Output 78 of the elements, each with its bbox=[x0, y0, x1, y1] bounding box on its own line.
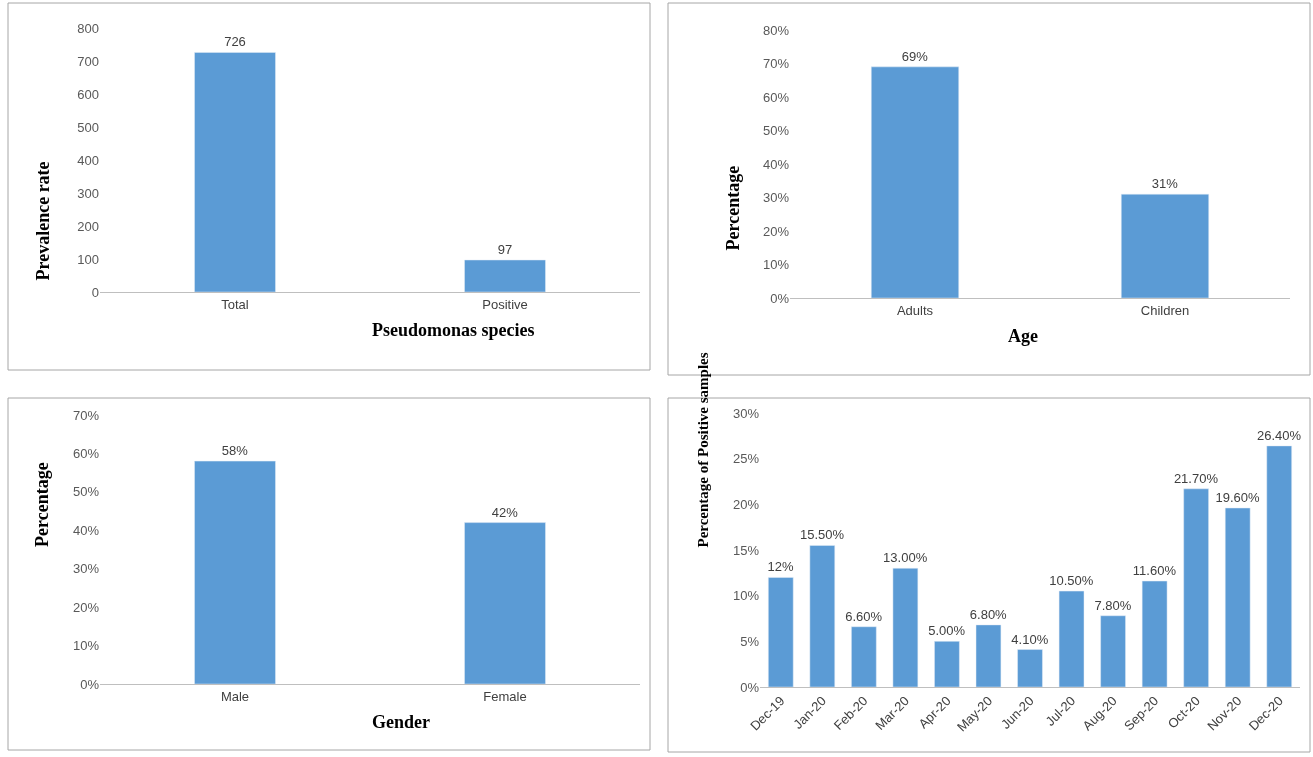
data-label: 58% bbox=[221, 443, 249, 459]
y-tick-label: 80% bbox=[762, 22, 790, 38]
bar bbox=[809, 545, 836, 687]
bar bbox=[1224, 507, 1251, 687]
y-tick-label: 0% bbox=[770, 290, 790, 306]
y-tick-label: 30% bbox=[762, 190, 790, 206]
y-tick-label: 600 bbox=[77, 86, 99, 102]
x-tick-label: Male bbox=[220, 688, 250, 704]
bar bbox=[1266, 445, 1292, 687]
y-axis-title: Percentage bbox=[722, 165, 743, 251]
data-label: 5.00% bbox=[928, 623, 966, 639]
y-axis-title: Percentage bbox=[32, 462, 52, 547]
bar bbox=[1141, 580, 1168, 687]
bar bbox=[892, 568, 919, 687]
y-tick-label: 20% bbox=[732, 496, 760, 512]
y-tick-label: 60% bbox=[762, 89, 790, 105]
data-label: 12% bbox=[767, 559, 794, 575]
data-label: 69% bbox=[901, 48, 929, 64]
x-tick-label: Total bbox=[221, 296, 249, 312]
data-label: 31% bbox=[1151, 176, 1179, 192]
data-label: 26.40% bbox=[1256, 427, 1302, 443]
y-tick-label: 20% bbox=[72, 599, 100, 615]
y-tick-label: 50% bbox=[762, 123, 790, 139]
y-tick-label: 800 bbox=[77, 20, 99, 36]
bar bbox=[1017, 649, 1043, 687]
bar bbox=[1183, 488, 1209, 687]
y-tick-label: 70% bbox=[72, 407, 100, 423]
y-tick-label: 400 bbox=[77, 152, 99, 168]
y-tick-label: 200 bbox=[77, 218, 99, 234]
data-label: 10.50% bbox=[1049, 573, 1094, 589]
x-tick-label: Adults bbox=[896, 302, 934, 318]
y-tick-label: 100 bbox=[77, 251, 99, 267]
bar bbox=[1100, 615, 1126, 687]
y-tick-label: 10% bbox=[732, 588, 760, 604]
y-tick-label: 0% bbox=[80, 676, 100, 692]
y-tick-label: 30% bbox=[732, 405, 760, 421]
y-tick-label: 20% bbox=[762, 223, 790, 239]
bar bbox=[768, 577, 794, 687]
y-tick-label: 5% bbox=[740, 633, 760, 649]
y-tick-label: 10% bbox=[72, 638, 100, 654]
y-tick-label: 40% bbox=[72, 522, 100, 538]
data-label: 726 bbox=[224, 34, 246, 50]
y-tick-label: 500 bbox=[77, 119, 99, 135]
y-tick-label: 15% bbox=[732, 542, 760, 558]
data-label: 6.60% bbox=[845, 608, 883, 624]
y-tick-label: 70% bbox=[762, 56, 790, 72]
data-label: 4.10% bbox=[1011, 631, 1049, 647]
data-label: 19.60% bbox=[1215, 489, 1260, 505]
data-label: 21.70% bbox=[1173, 470, 1219, 486]
data-label: 97 bbox=[497, 241, 513, 257]
y-tick-label: 10% bbox=[762, 257, 790, 273]
data-label: 11.60% bbox=[1132, 563, 1177, 579]
y-tick-label: 25% bbox=[732, 451, 760, 467]
bar bbox=[934, 641, 960, 687]
data-label: 42% bbox=[491, 504, 519, 520]
y-axis-title: Percentage of Positive samples bbox=[694, 352, 711, 548]
bar bbox=[1058, 590, 1085, 687]
x-tick-label: Female bbox=[483, 688, 527, 704]
y-tick-label: 50% bbox=[72, 484, 100, 500]
y-tick-label: 300 bbox=[77, 185, 99, 201]
y-tick-label: 700 bbox=[77, 53, 99, 69]
data-label: 6.80% bbox=[969, 606, 1008, 622]
bar bbox=[975, 624, 1002, 687]
y-tick-label: 40% bbox=[762, 156, 790, 172]
x-tick-label: Positive bbox=[482, 296, 528, 312]
x-axis-title: Gender bbox=[372, 712, 430, 732]
y-tick-label: 0% bbox=[740, 679, 760, 695]
data-label: 15.50% bbox=[800, 527, 845, 543]
y-tick-label: 30% bbox=[72, 561, 100, 577]
y-axis-title: Prevalence rate bbox=[32, 161, 53, 281]
bar bbox=[851, 626, 877, 687]
data-label: 13.00% bbox=[883, 550, 928, 566]
data-label: 7.80% bbox=[1094, 597, 1132, 613]
y-tick-label: 0 bbox=[91, 284, 99, 300]
x-axis-title: Age bbox=[1008, 326, 1038, 346]
y-tick-label: 60% bbox=[72, 445, 100, 461]
x-axis-title: Pseudomonas species bbox=[372, 320, 535, 340]
x-tick-label: Children bbox=[1140, 302, 1190, 318]
